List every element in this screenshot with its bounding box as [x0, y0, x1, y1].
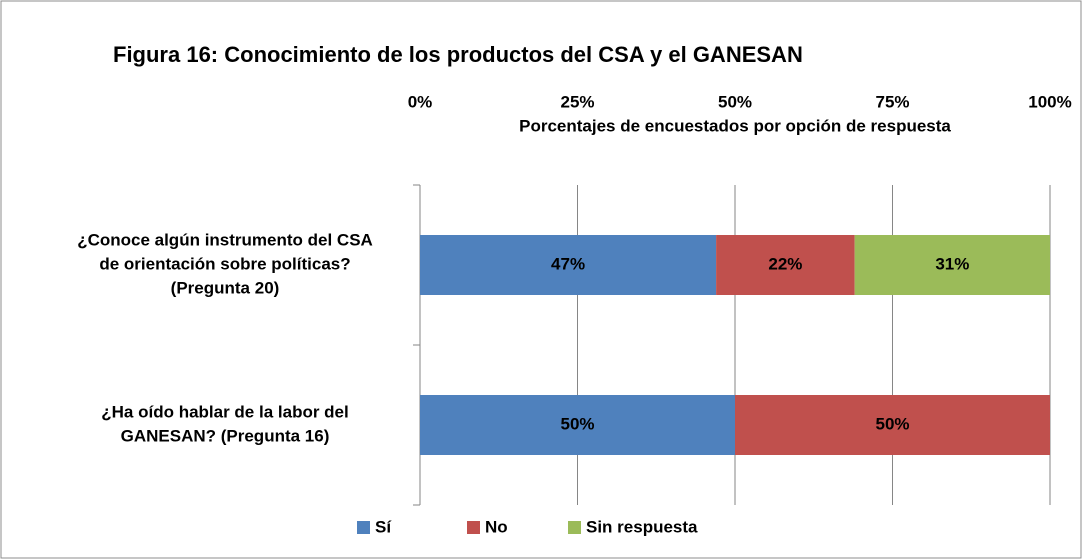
y-tick-label: ¿Conoce algún instrumento del CSA	[77, 230, 373, 249]
data-label: 50%	[875, 414, 909, 433]
bar-segment	[854, 235, 1050, 295]
x-tick-label: 75%	[875, 92, 909, 111]
legend-label: No	[485, 517, 508, 536]
legend-swatch	[357, 521, 370, 534]
data-label: 50%	[560, 414, 594, 433]
bar-segment	[420, 395, 735, 455]
legend-label: Sí	[375, 517, 392, 536]
x-tick-label: 0%	[408, 92, 433, 111]
legend-swatch	[467, 521, 480, 534]
y-tick-label: de orientación sobre políticas?	[99, 254, 350, 273]
data-label: 22%	[768, 254, 802, 273]
legend-swatch	[568, 521, 581, 534]
x-tick-label: 50%	[718, 92, 752, 111]
y-tick-label: GANESAN? (Pregunta 16)	[121, 426, 330, 445]
y-tick-label: (Pregunta 20)	[171, 278, 280, 297]
x-tick-label: 25%	[560, 92, 594, 111]
legend-label: Sin respuesta	[586, 517, 698, 536]
x-tick-label: 100%	[1028, 92, 1071, 111]
data-label: 31%	[935, 254, 969, 273]
bar-segment	[716, 235, 855, 295]
y-tick-label: ¿Ha oído hablar de la labor del	[101, 402, 349, 421]
bar-segment	[420, 235, 717, 295]
data-label: 47%	[551, 254, 585, 273]
bar-segment	[735, 395, 1050, 455]
chart-title: Figura 16: Conocimiento de los productos…	[113, 42, 803, 67]
x-axis-title: Porcentajes de encuestados por opción de…	[519, 116, 951, 135]
